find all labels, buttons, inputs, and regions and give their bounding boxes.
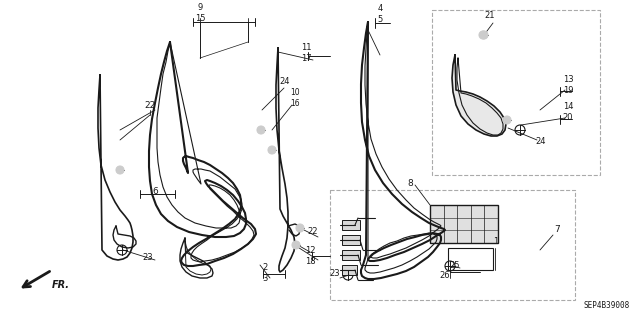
Text: FR.: FR. — [52, 280, 70, 290]
Text: 8: 8 — [407, 179, 413, 188]
Text: 22: 22 — [308, 226, 318, 235]
Text: 11
17: 11 17 — [301, 43, 311, 63]
Text: 7: 7 — [554, 226, 560, 234]
Text: 25: 25 — [450, 261, 460, 270]
Bar — [342, 220, 360, 230]
Bar — [432, 10, 600, 175]
Bar — [342, 265, 357, 275]
Text: SEP4B39008: SEP4B39008 — [584, 301, 630, 310]
Bar — [342, 235, 360, 245]
Circle shape — [268, 146, 276, 154]
Text: 22: 22 — [145, 100, 156, 109]
Bar — [448, 248, 493, 270]
Text: 6: 6 — [152, 188, 158, 197]
Circle shape — [296, 224, 304, 232]
Circle shape — [503, 116, 511, 124]
Polygon shape — [452, 55, 506, 136]
Text: 13
19: 13 19 — [563, 75, 573, 95]
Circle shape — [292, 241, 300, 249]
Bar — [430, 205, 498, 243]
Text: 9
15: 9 15 — [195, 3, 205, 23]
Text: 24: 24 — [280, 78, 291, 86]
Bar — [330, 190, 575, 300]
Text: 26: 26 — [440, 271, 451, 279]
Text: 21: 21 — [484, 11, 495, 20]
Text: 4
5: 4 5 — [378, 4, 383, 24]
Text: 23: 23 — [143, 254, 154, 263]
Text: 10
16: 10 16 — [290, 88, 300, 108]
Text: 23: 23 — [330, 270, 340, 278]
Text: 2
3: 2 3 — [262, 263, 268, 283]
Text: 24: 24 — [536, 137, 547, 146]
Text: 12
18: 12 18 — [305, 246, 316, 266]
Circle shape — [480, 31, 488, 39]
Bar — [342, 250, 360, 260]
Circle shape — [257, 126, 265, 134]
Circle shape — [116, 166, 124, 174]
Circle shape — [479, 31, 487, 39]
Text: 14
20: 14 20 — [563, 102, 573, 122]
Text: 1: 1 — [493, 238, 499, 247]
